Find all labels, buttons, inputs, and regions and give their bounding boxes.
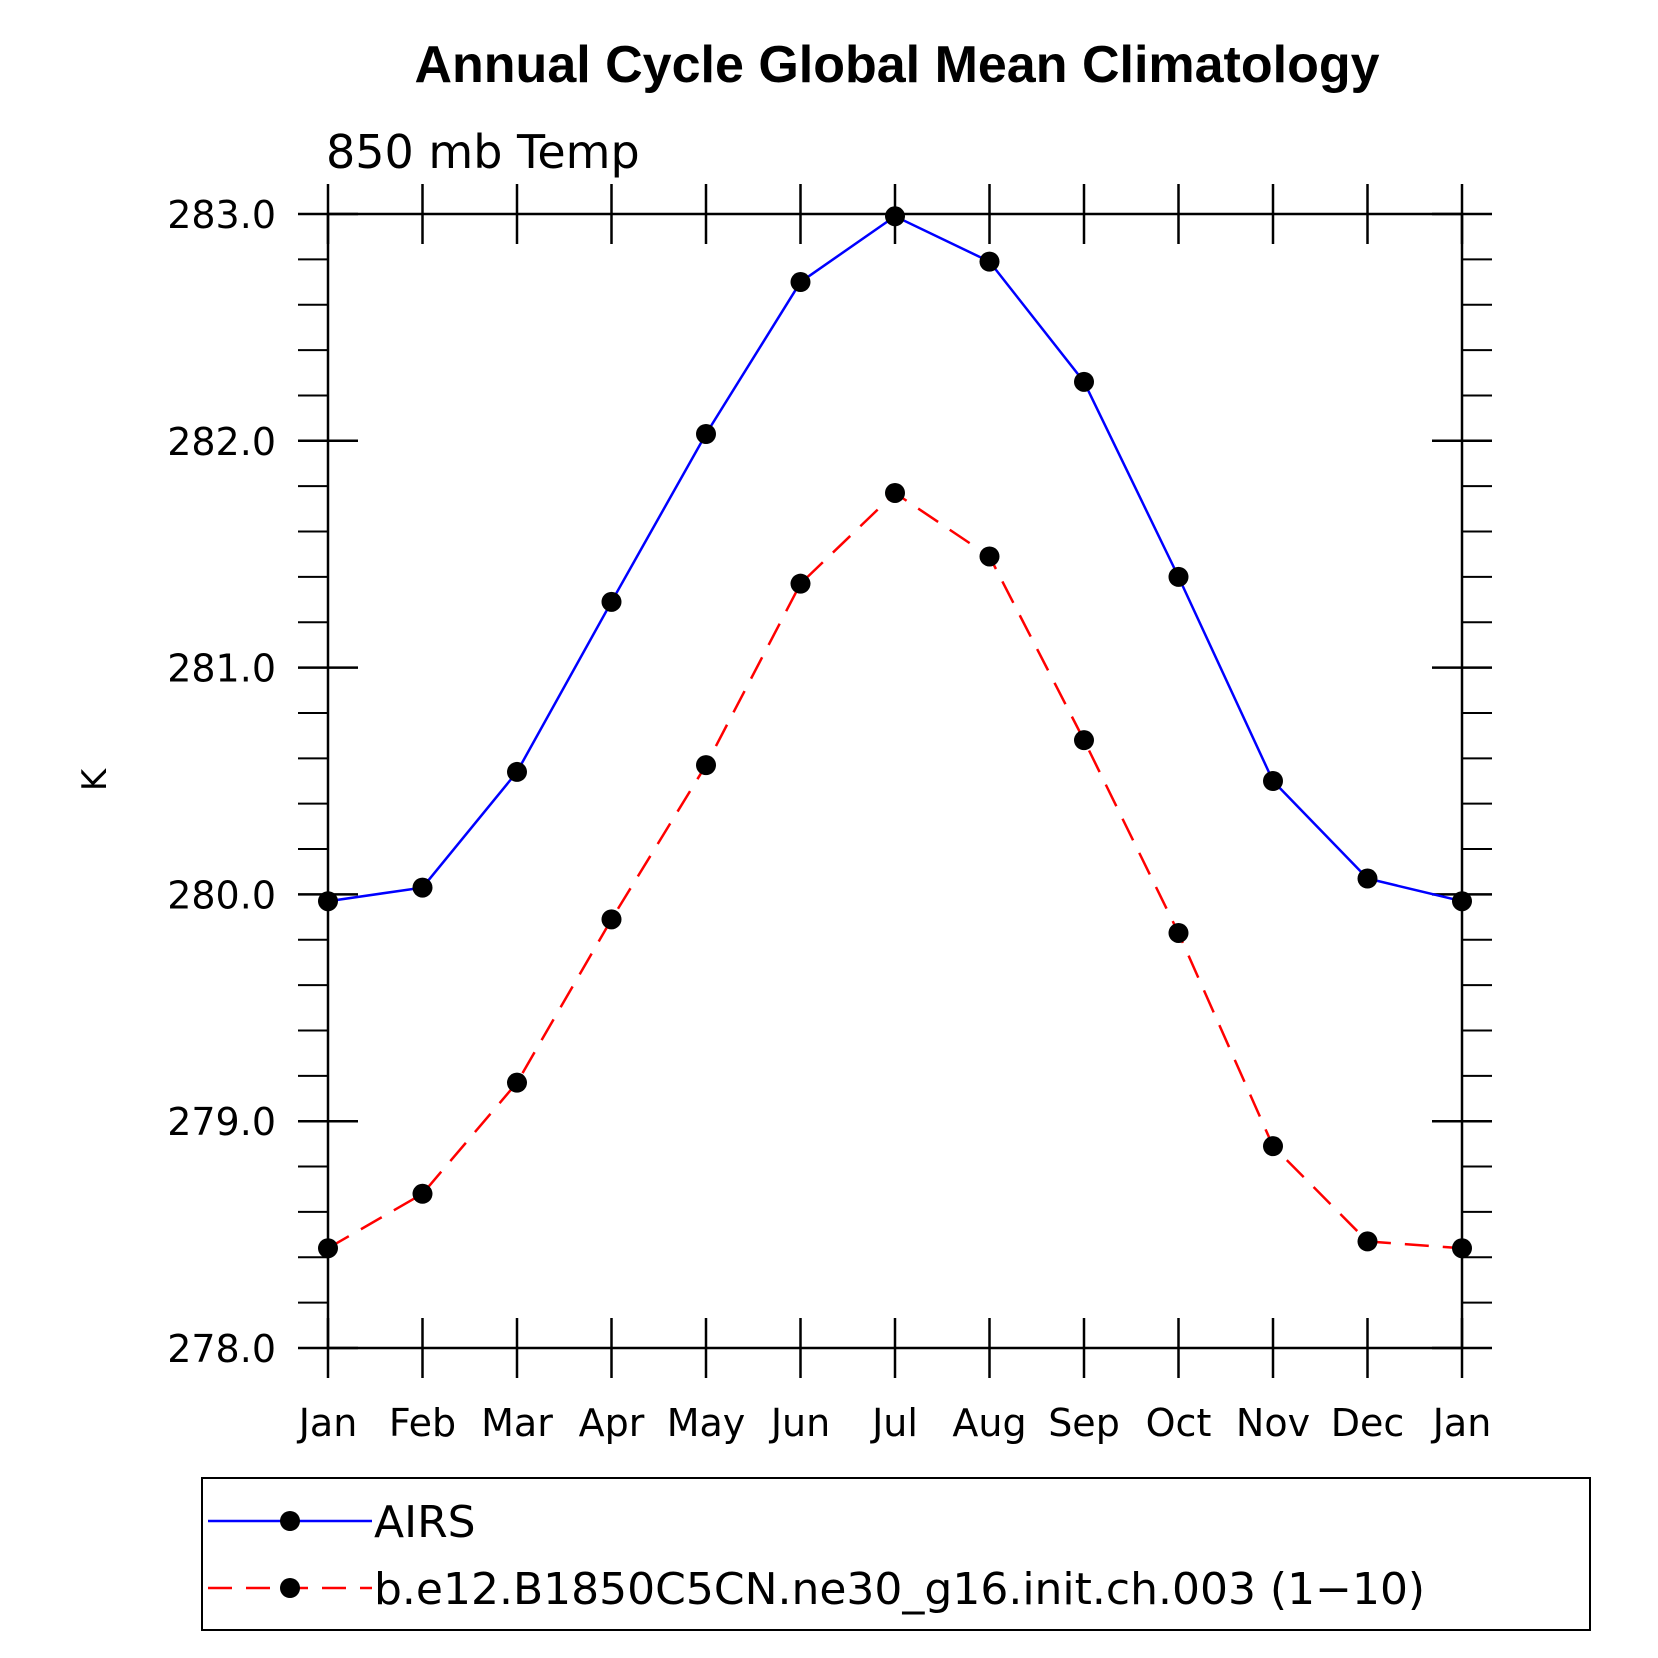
x-tick-label: Feb xyxy=(389,1401,456,1445)
y-tick-label: 278.0 xyxy=(167,1327,276,1371)
x-tick-label: Oct xyxy=(1146,1401,1212,1445)
data-point-0 xyxy=(601,591,622,612)
data-point-1 xyxy=(412,1183,433,1204)
data-point-0 xyxy=(696,423,716,444)
data-point-1 xyxy=(318,1238,338,1259)
data-point-0 xyxy=(1357,868,1378,889)
data-point-1 xyxy=(507,1072,527,1093)
data-point-1 xyxy=(696,755,716,776)
data-point-0 xyxy=(1168,566,1189,587)
data-point-0 xyxy=(318,891,338,912)
chart-title: Annual Cycle Global Mean Climatology xyxy=(414,36,1379,94)
x-tick-label: Jul xyxy=(870,1401,918,1445)
legend-label-airs: AIRS xyxy=(374,1497,476,1548)
data-point-1 xyxy=(1168,922,1189,943)
data-point-1 xyxy=(1263,1136,1283,1157)
plot-border xyxy=(326,212,1464,1350)
data-point-0 xyxy=(979,251,1000,272)
y-axis-label: K xyxy=(75,767,115,791)
data-point-1 xyxy=(1452,1238,1472,1259)
data-point-0 xyxy=(412,877,433,898)
data-point-0 xyxy=(1452,891,1472,912)
legend-marker-model xyxy=(280,1578,300,1598)
x-tick-label: May xyxy=(667,1401,746,1445)
data-point-1 xyxy=(979,546,1000,567)
x-tick-label: Aug xyxy=(952,1401,1026,1445)
data-point-0 xyxy=(790,272,811,293)
data-point-0 xyxy=(1263,771,1283,791)
y-tick-label: 283.0 xyxy=(167,193,276,237)
series-line-1 xyxy=(327,491,1463,1250)
x-axis: Jan Feb Mar Apr May Jun Jul Aug Sep Oct Nov Dec Jan xyxy=(297,184,1492,1445)
data-point-1 xyxy=(885,482,905,503)
series-group xyxy=(318,206,1472,1259)
legend: AIRS b.e12.B1850C5CN.ne30_g16.init.ch.00… xyxy=(201,1477,1591,1631)
y-tick-label: 280.0 xyxy=(167,873,276,917)
x-tick-label: Nov xyxy=(1236,1401,1310,1445)
data-point-1 xyxy=(601,909,622,930)
chart-subtitle: 850 mb Temp xyxy=(326,125,640,179)
x-tick-label: Dec xyxy=(1331,1401,1405,1445)
x-tick-label: Jun xyxy=(769,1401,830,1445)
data-point-0 xyxy=(885,206,905,227)
y-axis: 278.0 279.0 280.0 281.0 282.0 283.0 xyxy=(167,193,1492,1371)
legend-label-model: b.e12.B1850C5CN.ne30_g16.init.ch.003 (1−… xyxy=(374,1564,1425,1615)
x-tick-label: Sep xyxy=(1048,1401,1120,1445)
y-tick-label: 282.0 xyxy=(167,420,276,464)
data-point-0 xyxy=(507,761,527,782)
x-tick-label: Apr xyxy=(579,1401,645,1445)
legend-marker-airs xyxy=(280,1511,300,1531)
y-tick-label: 279.0 xyxy=(167,1100,276,1144)
x-tick-label: Mar xyxy=(481,1401,553,1445)
x-tick-label: Jan xyxy=(297,1401,358,1445)
data-point-1 xyxy=(1074,730,1094,751)
plot-frame xyxy=(326,212,1464,1350)
legend-box xyxy=(201,1477,1591,1631)
x-tick-label: Jan xyxy=(1431,1401,1492,1445)
series-line-0 xyxy=(327,214,1463,903)
data-point-0 xyxy=(1074,371,1094,392)
y-tick-label: 281.0 xyxy=(167,647,276,691)
data-point-1 xyxy=(1357,1231,1378,1252)
data-point-1 xyxy=(790,573,811,594)
